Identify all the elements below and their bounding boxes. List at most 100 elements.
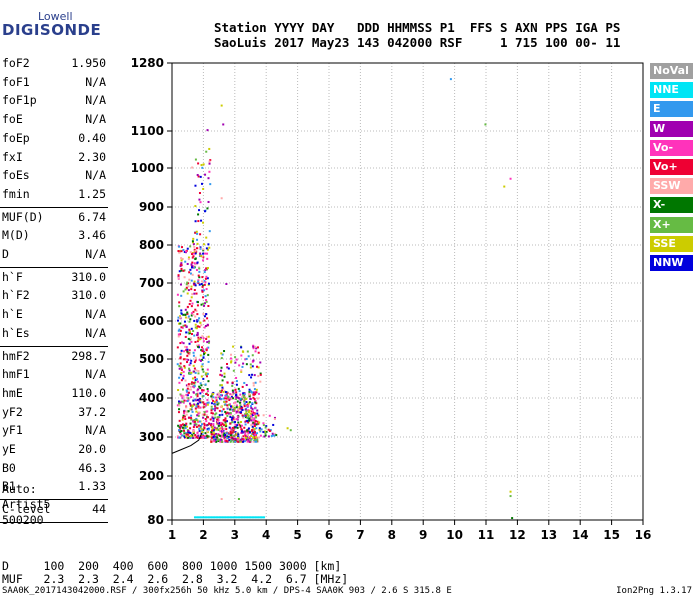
echo-point [252, 431, 255, 434]
echo-point [263, 435, 266, 438]
echo-point [257, 392, 260, 395]
echo-point [178, 429, 181, 432]
echo-point [216, 434, 219, 437]
echo-point [187, 391, 190, 394]
echo-point [179, 373, 182, 376]
echo-point [199, 401, 202, 404]
echo-point [201, 255, 204, 258]
echo-point [245, 435, 248, 438]
echo-point [234, 516, 237, 519]
echo-point [217, 396, 220, 399]
echo-point [181, 326, 184, 329]
echo-point [244, 416, 247, 419]
echo-point [187, 315, 190, 318]
echo-point [192, 241, 195, 244]
echo-point [196, 261, 199, 264]
echo-point [194, 252, 197, 255]
echo-point [224, 400, 227, 403]
echo-point [189, 372, 192, 375]
echo-point [187, 431, 190, 434]
echo-point [254, 435, 257, 438]
echo-point [220, 410, 223, 413]
echo-point [242, 440, 245, 443]
echo-point [205, 430, 208, 433]
echo-point [185, 435, 188, 438]
echo-point [245, 401, 248, 404]
echo-point [178, 301, 181, 304]
echo-point [211, 426, 214, 429]
echo-point [194, 263, 197, 266]
echo-point [202, 435, 205, 438]
echo-point [198, 420, 201, 423]
echo-point [199, 398, 202, 401]
echo-point [207, 380, 210, 383]
echo-point [220, 424, 223, 427]
echo-point [199, 321, 202, 324]
param-value: N/A [85, 307, 106, 322]
echo-point [190, 279, 193, 282]
echo-point [202, 355, 205, 358]
echo-point [203, 326, 206, 329]
echo-point [218, 395, 221, 398]
echo-point [235, 406, 238, 409]
echo-point [256, 412, 259, 415]
echo-point [185, 358, 188, 361]
echo-point [192, 431, 195, 434]
muf-value-row: MUF 2.3 2.3 2.4 2.6 2.8 3.2 4.2 6.7 [MHz… [2, 572, 349, 586]
echo-point [246, 429, 249, 432]
echo-point [187, 358, 190, 361]
echo-point [197, 162, 200, 165]
echo-point [232, 369, 235, 372]
echo-point [216, 438, 219, 441]
echo-point [188, 342, 191, 345]
echo-point [182, 358, 185, 361]
echo-point [180, 425, 183, 428]
echo-point [226, 391, 229, 394]
echo-point [244, 423, 247, 426]
echo-point [254, 420, 257, 423]
echo-point [254, 381, 257, 384]
param-value: N/A [85, 168, 106, 183]
echo-point [179, 433, 182, 436]
echo-point [187, 383, 190, 386]
echo-point [249, 397, 252, 400]
y-tick-label: 500 [139, 352, 164, 366]
echo-point [256, 516, 259, 519]
echo-point [246, 419, 249, 422]
echo-point [202, 252, 205, 255]
echo-point [241, 437, 244, 440]
echo-point [197, 372, 200, 375]
echo-point [218, 416, 221, 419]
echo-point [211, 397, 214, 400]
echo-point [177, 333, 180, 336]
echo-point [185, 422, 188, 425]
echo-point [187, 258, 190, 261]
auto-artist: Artist5 [2, 497, 51, 511]
echo-point [205, 313, 208, 316]
echo-point [206, 516, 209, 519]
echo-point [210, 436, 213, 439]
echo-point [244, 408, 247, 411]
param-row: C-level 44 [2, 502, 106, 516]
echo-point [211, 415, 214, 418]
echo-point [176, 363, 179, 366]
echo-point [193, 386, 196, 389]
echo-point [196, 173, 199, 176]
echo-point [250, 391, 253, 394]
legend-item-x-: X+ [650, 216, 693, 233]
echo-point [207, 435, 210, 438]
echo-point [224, 394, 227, 397]
echo-point [197, 411, 200, 414]
echo-point [188, 367, 191, 370]
echo-point [229, 411, 232, 414]
echo-point [176, 319, 179, 322]
echo-point [249, 405, 252, 408]
echo-point [177, 274, 180, 277]
echo-point [186, 262, 189, 265]
echo-point [215, 438, 218, 441]
echo-point [236, 415, 239, 418]
echo-point [177, 436, 180, 439]
echo-point [198, 516, 201, 519]
echo-point [215, 396, 218, 399]
echo-point [203, 315, 206, 318]
